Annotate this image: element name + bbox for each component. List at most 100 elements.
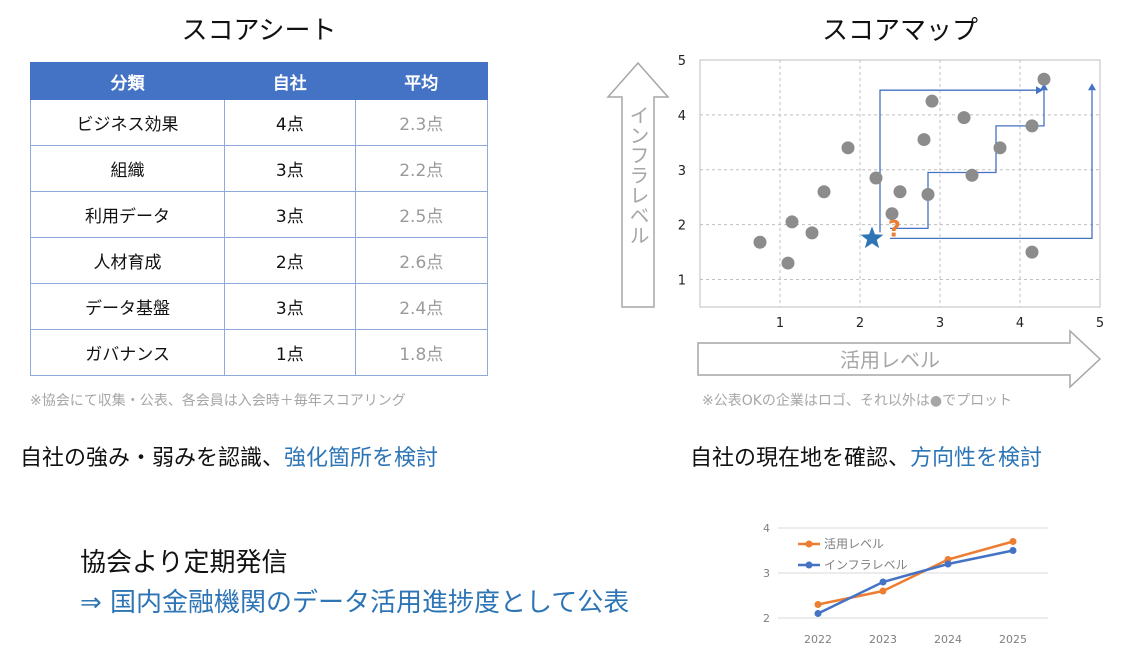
x-tick-label: 2025 bbox=[999, 633, 1027, 646]
own-score-cell: 1点 bbox=[224, 329, 356, 376]
series-point bbox=[814, 610, 822, 617]
legend-label: 活用レベル bbox=[824, 537, 884, 551]
company-dot bbox=[1037, 72, 1051, 86]
improvement-path bbox=[890, 90, 1045, 230]
series-point bbox=[879, 587, 887, 595]
improvement-path bbox=[890, 90, 1093, 240]
x-axis-arrow bbox=[697, 329, 1102, 389]
y-tick-label: 3 bbox=[678, 164, 686, 179]
y-axis-arrow bbox=[606, 61, 670, 308]
y-axis-label: インフラレベル bbox=[626, 105, 650, 245]
own-score-cell: 2点 bbox=[224, 237, 356, 284]
x-tick-label: 2023 bbox=[869, 633, 897, 646]
company-dot bbox=[925, 94, 939, 108]
company-dot bbox=[1025, 245, 1039, 259]
header-average: 平均 bbox=[354, 62, 489, 100]
legend-label: インフラレベル bbox=[824, 558, 908, 572]
table-row: ガバナンス 1点 1.8点 bbox=[29, 329, 489, 376]
legend-marker bbox=[805, 561, 813, 569]
left-takeaway-highlight: 強化箇所を検討 bbox=[284, 446, 439, 471]
average-score-cell: 2.3点 bbox=[354, 99, 489, 146]
series-point bbox=[944, 560, 952, 568]
x-tick-label: 2024 bbox=[934, 633, 962, 646]
arrowhead bbox=[1040, 83, 1048, 91]
table-row: データ基盤 3点 2.4点 bbox=[29, 283, 489, 330]
own-company-star bbox=[860, 226, 884, 249]
score-map-title: スコアマップ bbox=[821, 16, 978, 46]
company-dot bbox=[785, 215, 799, 229]
average-score-cell: 1.8点 bbox=[354, 329, 489, 376]
right-takeaway: 自社の現在地を確認、方向性を検討 bbox=[690, 440, 1042, 472]
category-cell: 組織 bbox=[29, 145, 226, 192]
y-tick-label: 2 bbox=[763, 612, 770, 625]
company-dot bbox=[817, 185, 831, 199]
category-cell: 人材育成 bbox=[29, 237, 226, 284]
category-cell: 利用データ bbox=[29, 191, 226, 238]
right-takeaway-highlight: 方向性を検討 bbox=[910, 446, 1043, 471]
company-dot bbox=[1025, 119, 1039, 133]
x-tick-label: 2022 bbox=[804, 633, 832, 646]
x-tick-label: 1 bbox=[776, 316, 784, 331]
score-map-note: ※公表OKの企業はロゴ、それ以外は●でプロット bbox=[702, 393, 1013, 409]
company-dot bbox=[805, 226, 819, 240]
company-dot bbox=[841, 141, 855, 155]
publication-heading: 協会より定期発信 bbox=[80, 548, 288, 578]
company-dot bbox=[993, 141, 1007, 155]
company-dot bbox=[781, 256, 795, 270]
category-cell: ガバナンス bbox=[29, 329, 226, 376]
series-point bbox=[1009, 547, 1017, 554]
map-points bbox=[753, 72, 1051, 270]
left-takeaway: 自社の強み・弱みを認識、強化箇所を検討 bbox=[20, 440, 438, 472]
score-sheet-title: スコアシート bbox=[181, 16, 337, 46]
y-tick-label: 3 bbox=[763, 567, 770, 580]
series-point bbox=[879, 578, 887, 586]
table-header-row: 分類 自社 平均 bbox=[29, 62, 489, 100]
improvement-paths bbox=[879, 83, 1096, 240]
company-dot bbox=[957, 111, 971, 125]
trend-series bbox=[814, 538, 1017, 617]
category-cell: データ基盤 bbox=[29, 283, 226, 330]
header-category: 分類 bbox=[29, 62, 226, 100]
trend-ticks: 2 3 4 2022 2023 2024 2025 bbox=[763, 522, 1027, 646]
series-point bbox=[814, 601, 822, 608]
y-tick-label: 2 bbox=[678, 219, 686, 234]
company-dot bbox=[965, 168, 979, 182]
company-dot bbox=[921, 187, 935, 201]
score-sheet-table: 分類 自社 平均 ビジネス効果 4点 2.3点 組織 3点 2.2点 利用データ… bbox=[29, 62, 489, 376]
series-point bbox=[1009, 538, 1017, 545]
x-tick-label: 3 bbox=[936, 316, 944, 331]
y-tick-label: 4 bbox=[678, 109, 686, 124]
own-score-cell: 3点 bbox=[224, 145, 356, 192]
table-row: 人材育成 2点 2.6点 bbox=[29, 237, 489, 284]
company-dot bbox=[893, 185, 907, 199]
table-row: 利用データ 3点 2.5点 bbox=[29, 191, 489, 238]
right-takeaway-text: 自社の現在地を確認、 bbox=[690, 446, 911, 471]
x-axis-label: 活用レベル bbox=[840, 348, 940, 372]
y-tick-label: 4 bbox=[763, 522, 770, 535]
series-line bbox=[817, 549, 1014, 615]
average-score-cell: 2.2点 bbox=[354, 145, 489, 192]
own-score-cell: 4点 bbox=[224, 99, 356, 146]
table-row: ビジネス効果 4点 2.3点 bbox=[29, 99, 489, 146]
header-own: 自社 bbox=[224, 62, 356, 100]
map-grid bbox=[699, 59, 1101, 308]
company-dot bbox=[885, 207, 899, 221]
average-score-cell: 2.5点 bbox=[354, 191, 489, 238]
table-row: 組織 3点 2.2点 bbox=[29, 145, 489, 192]
map-ticks: 1 2 3 4 5 1 2 3 4 5 bbox=[678, 54, 1104, 331]
average-score-cell: 2.4点 bbox=[354, 283, 489, 330]
left-takeaway-text: 自社の強み・弱みを認識、 bbox=[20, 446, 285, 471]
x-tick-label: 5 bbox=[1096, 316, 1104, 331]
average-score-cell: 2.6点 bbox=[354, 237, 489, 284]
y-tick-label: 5 bbox=[678, 54, 686, 69]
company-dot bbox=[917, 133, 931, 147]
score-map-chart: インフラレベル 活用レベル 1 2 3 4 5 1 2 3 4 5 ? bbox=[606, 54, 1104, 389]
company-dot bbox=[869, 171, 883, 185]
company-dot bbox=[753, 235, 767, 249]
x-tick-label: 2 bbox=[856, 316, 864, 331]
legend-marker bbox=[805, 540, 813, 548]
arrowhead bbox=[1036, 86, 1043, 95]
own-score-cell: 3点 bbox=[224, 283, 356, 330]
